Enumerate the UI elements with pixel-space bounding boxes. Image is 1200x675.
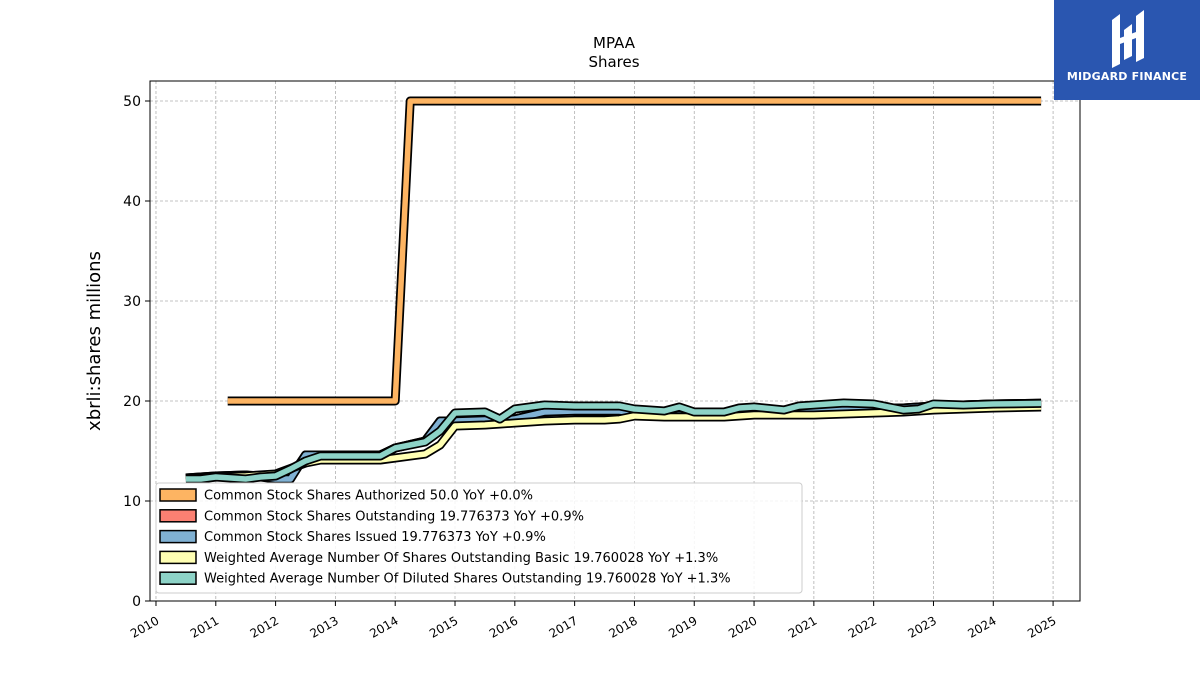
series-3 xyxy=(185,402,1042,484)
legend-label-0: Common Stock Shares Authorized 50.0 YoY … xyxy=(204,489,533,504)
x-tick-label: 2012 xyxy=(248,613,281,640)
x-tick-label: 2025 xyxy=(1025,613,1058,640)
x-tick-label: 2010 xyxy=(128,613,161,640)
series-3-line xyxy=(185,404,1042,482)
legend: Common Stock Shares Authorized 50.0 YoY … xyxy=(155,482,803,594)
series-4-line xyxy=(185,400,1042,482)
legend-swatch-1 xyxy=(159,509,197,523)
legend-label-1: Common Stock Shares Outstanding 19.77637… xyxy=(204,509,584,524)
x-axis: 2010 2011 2012 2013 2014 2015 2016 2017 2018 2019… xyxy=(128,601,1059,641)
series-0-line xyxy=(227,98,1042,404)
series-layer xyxy=(185,96,1042,484)
x-tick-label: 2021 xyxy=(786,613,819,640)
y-axis: 0 10 20 30 40 50 xyxy=(123,94,150,610)
logo-mark-icon xyxy=(1112,10,1144,68)
y-tick-label: 40 xyxy=(123,194,141,210)
brand-logo: MIDGARD FINANCE xyxy=(1054,0,1200,100)
y-tick-label: 0 xyxy=(132,594,141,610)
x-tick-label: 2024 xyxy=(965,613,998,640)
chart-title: MPAA xyxy=(593,34,636,52)
legend-label-2: Common Stock Shares Issued 19.776373 YoY… xyxy=(204,530,546,545)
x-tick-label: 2020 xyxy=(726,613,759,640)
series-0 xyxy=(227,96,1042,406)
legend-label-3: Weighted Average Number Of Shares Outsta… xyxy=(204,551,718,566)
x-tick-label: 2023 xyxy=(906,613,939,640)
x-tick-label: 2018 xyxy=(606,613,639,640)
y-tick-label: 50 xyxy=(123,94,141,110)
series-4 xyxy=(185,398,1042,484)
y-tick-label: 10 xyxy=(123,494,141,510)
legend-swatch-2 xyxy=(159,529,197,544)
y-axis-label: xbrli:shares millions xyxy=(84,251,105,431)
legend-swatch-3 xyxy=(159,550,197,565)
chart-subtitle: Shares xyxy=(588,53,639,71)
legend-swatch-0 xyxy=(159,488,197,502)
x-tick-label: 2019 xyxy=(666,613,699,640)
x-tick-label: 2011 xyxy=(188,613,221,640)
y-tick-label: 30 xyxy=(123,294,141,310)
brand-text: MIDGARD FINANCE xyxy=(1066,70,1188,83)
x-tick-label: 2015 xyxy=(427,613,460,640)
legend-label-4: Weighted Average Number Of Diluted Share… xyxy=(204,572,731,587)
legend-swatch-4 xyxy=(159,571,197,585)
legend-box xyxy=(155,482,803,594)
x-tick-label: 2022 xyxy=(846,613,879,640)
x-tick-label: 2017 xyxy=(547,613,580,640)
plot-frame xyxy=(149,80,1081,602)
x-tick-label: 2016 xyxy=(487,613,520,640)
x-tick-label: 2014 xyxy=(367,613,400,640)
y-tick-label: 20 xyxy=(123,394,141,410)
x-tick-label: 2013 xyxy=(307,613,340,640)
